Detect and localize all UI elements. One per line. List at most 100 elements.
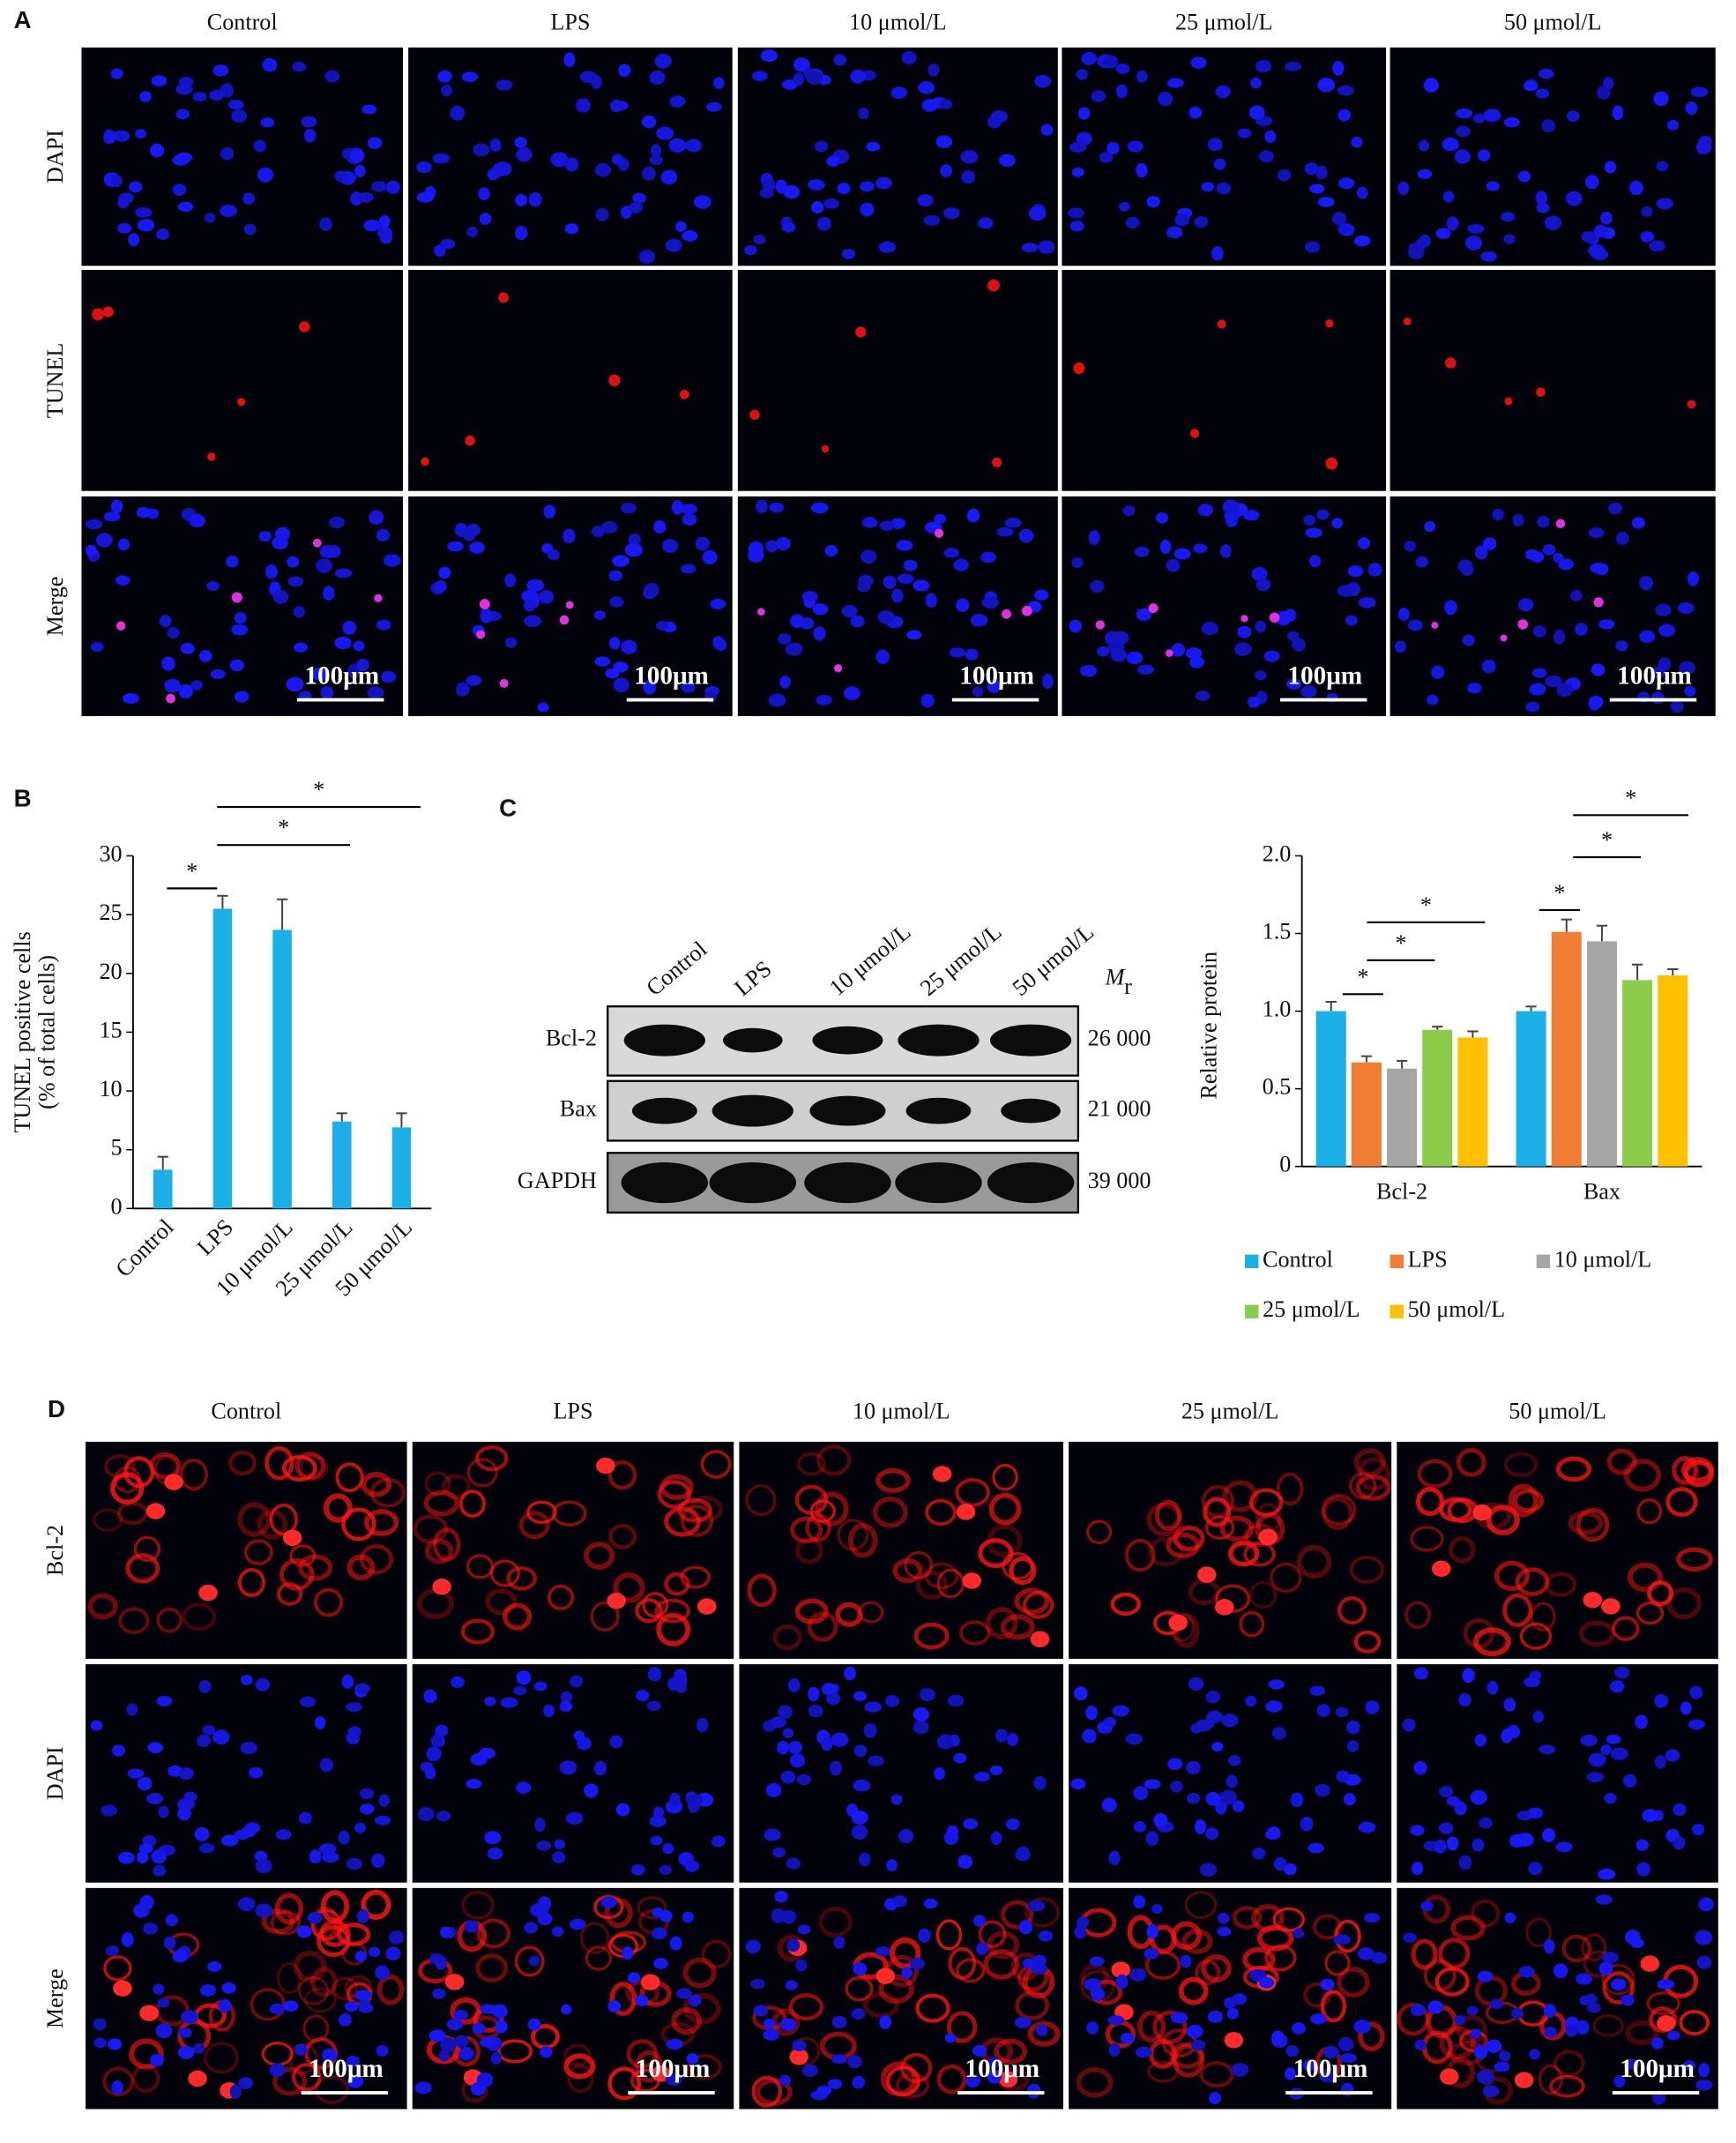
nucleus [1027,1900,1046,1912]
nucleus [885,1695,900,1707]
apoptotic-cell [756,608,765,616]
cell [1647,1579,1673,1607]
nucleus [808,1704,823,1718]
nucleus [255,1677,271,1691]
nucleus [919,1688,935,1702]
nucleus [1186,1760,1201,1774]
cell [303,1987,337,2013]
nucleus [156,228,170,241]
nucleus [641,115,657,129]
apoptotic-cell [1165,649,1173,657]
nucleus [762,178,776,192]
nucleus [1410,2004,1426,2017]
nucleus [781,1909,797,1924]
nucleus [93,2037,107,2049]
nucleus [1231,2063,1249,2077]
nucleus [229,2084,242,2100]
nucleus [853,1744,868,1758]
nucleus [226,555,239,568]
nucleus [1265,1700,1283,1713]
apoptotic-cell [237,398,246,407]
nucleus [178,1767,195,1781]
nucleus [1103,1716,1117,1728]
nucleus [680,504,698,515]
nucleus [771,1908,786,1923]
nucleus [1640,231,1655,243]
nucleus [1599,211,1613,225]
cell [1296,1544,1332,1579]
cell [1000,1614,1035,1640]
nucleus [1473,2044,1488,2059]
cell [872,1497,908,1528]
nucleus [178,2027,192,2038]
micrograph [1062,47,1387,266]
nucleus [935,135,953,149]
blot-row-label: Bax [560,1096,597,1122]
nucleus [1268,1679,1285,1690]
significance-mark: * [1357,964,1368,989]
cell [788,1993,824,2021]
nucleus [1466,2005,1479,2016]
row-label: DAPI [42,1746,68,1800]
nucleus [240,1674,253,1685]
nucleus [638,250,656,265]
nucleus [1133,1786,1149,1801]
cell [1583,1950,1613,1978]
cell [956,1958,986,1983]
nucleus [1144,1779,1161,1789]
nucleus [891,588,904,603]
nucleus [681,682,696,693]
nucleus [1206,1710,1223,1723]
nucleus [209,89,225,101]
cell [1222,1480,1259,1512]
nucleus [953,1752,967,1764]
cell [103,1955,132,1982]
micrograph [737,496,1058,717]
scale-bar-label: 100μm [959,662,1034,691]
nucleus [1320,1978,1335,1991]
nucleus [853,1691,867,1702]
cell [1144,1950,1181,1980]
cell [745,1484,777,1517]
nucleus [1608,502,1623,515]
nucleus [674,1680,688,1693]
bright-cell [932,1466,952,1482]
nucleus [158,1805,169,1818]
nucleus [1639,630,1656,644]
cell [642,1592,669,1618]
nucleus [1656,161,1669,172]
nucleus [101,1804,117,1817]
nucleus [478,187,490,201]
nucleus [823,198,839,209]
micrograph [86,1887,407,2109]
nucleus [594,656,611,667]
bright-cell [956,1504,976,1520]
nucleus [1606,1734,1621,1744]
nucleus [965,2073,980,2088]
cell [269,1503,298,1536]
nucleus [1426,694,1439,706]
nucleus [879,520,895,531]
bar [1422,1029,1453,1167]
row-label: TUNEL [42,343,68,419]
nucleus [850,615,865,628]
nucleus [377,226,392,239]
nucleus [429,1953,443,1965]
band [631,1097,697,1124]
nucleus [963,1818,979,1830]
x-tick-label: LPS [192,1214,238,1260]
nucleus [550,152,569,168]
nucleus [1255,620,1266,633]
micrograph [1069,1887,1392,2109]
nucleus [484,1696,496,1706]
nucleus [1079,664,1098,677]
nucleus [665,238,682,252]
nucleus [901,1967,913,1980]
nucleus [1031,1963,1048,1975]
nucleus [1408,244,1425,260]
nucleus [1018,528,1034,543]
nucleus [650,1835,663,1846]
nucleus [139,91,152,102]
nucleus [378,1794,390,1807]
nucleus [781,221,796,233]
